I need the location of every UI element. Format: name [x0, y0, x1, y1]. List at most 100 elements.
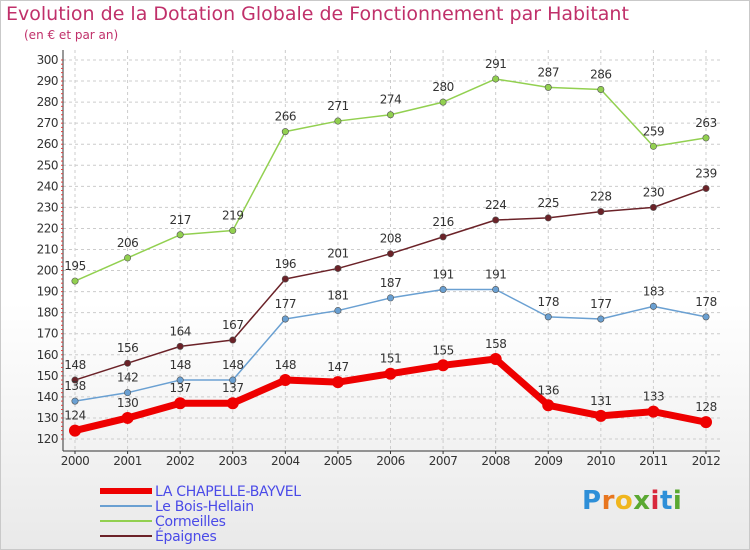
logo-letter: r [601, 486, 615, 516]
data-label: 191 [432, 268, 453, 282]
x-tick-label: 2000 [61, 454, 90, 468]
y-tick-label: 230 [37, 200, 58, 214]
data-label: 183 [643, 284, 664, 298]
chart-legend: LA CHAPELLE-BAYVEL Le Bois-Hellain Corme… [100, 484, 400, 545]
y-tick-label: 140 [37, 390, 58, 404]
data-label: 280 [432, 80, 453, 94]
logo-letter: t [659, 486, 673, 516]
data-label: 196 [275, 257, 296, 271]
data-label: 259 [643, 124, 664, 138]
data-label: 137 [222, 381, 243, 395]
data-point [649, 203, 657, 211]
data-point [649, 302, 657, 310]
data-point [281, 275, 289, 283]
data-point [124, 389, 132, 397]
data-point [700, 416, 712, 429]
data-point [281, 315, 289, 323]
legend-swatch [100, 535, 152, 537]
y-tick-label: 250 [37, 158, 58, 172]
data-point [229, 376, 237, 384]
x-tick-label: 2003 [218, 454, 247, 468]
data-label: 167 [222, 318, 243, 332]
data-point [544, 83, 552, 91]
data-label: 206 [117, 236, 138, 250]
data-point [702, 134, 710, 142]
data-point [229, 336, 237, 344]
data-label: 148 [275, 358, 296, 372]
data-point [334, 307, 342, 315]
x-tick-label: 2012 [692, 454, 721, 468]
data-label: 239 [695, 166, 716, 180]
data-label: 133 [643, 390, 664, 404]
data-point [597, 315, 605, 323]
proxiti-logo: Proxiti [582, 486, 682, 516]
data-label: 138 [64, 379, 85, 393]
data-label: 128 [695, 400, 716, 414]
data-label: 286 [590, 67, 611, 81]
y-tick-label: 210 [37, 243, 58, 257]
data-label: 263 [695, 116, 716, 130]
y-tick-label: 200 [37, 264, 58, 278]
logo-letter: o [614, 486, 634, 516]
legend-label: Le Bois-Hellain [155, 499, 254, 515]
legend-swatch [100, 520, 152, 522]
data-point [544, 313, 552, 321]
data-label: 217 [169, 213, 190, 227]
y-tick-label: 280 [37, 95, 58, 109]
data-point [71, 277, 79, 285]
y-tick-label: 300 [37, 53, 58, 67]
y-tick-label: 120 [37, 432, 58, 446]
data-point [597, 208, 605, 216]
data-point [489, 352, 502, 365]
x-tick-label: 2009 [534, 454, 563, 468]
legend-item-la-chapelle-bayvel: LA CHAPELLE-BAYVEL [100, 484, 400, 500]
y-tick-label: 290 [37, 74, 58, 88]
data-label: 142 [117, 371, 138, 385]
data-label: 230 [643, 185, 664, 199]
data-point [649, 142, 657, 150]
data-label: 164 [169, 324, 190, 338]
data-point [437, 359, 450, 372]
data-point [71, 397, 79, 405]
x-tick-label: 2011 [639, 454, 668, 468]
y-tick-label: 190 [37, 285, 58, 299]
data-point [384, 367, 397, 380]
legend-item-cormeilles: Cormeilles [100, 514, 400, 530]
legend-label: Cormeilles [155, 514, 226, 530]
data-label: 219 [222, 209, 243, 223]
data-point [702, 184, 710, 192]
data-point [386, 294, 394, 302]
y-tick-label: 260 [37, 137, 58, 151]
data-label: 187 [380, 276, 401, 290]
x-tick-label: 2008 [481, 454, 510, 468]
x-tick-label: 2006 [376, 454, 405, 468]
data-point [386, 111, 394, 119]
data-point [702, 313, 710, 321]
data-point [597, 85, 605, 93]
data-point [71, 376, 79, 384]
x-tick-label: 2001 [113, 454, 142, 468]
data-label: 177 [590, 297, 611, 311]
data-label: 156 [117, 341, 138, 355]
logo-letter: i [650, 486, 660, 516]
y-tick-label: 150 [37, 369, 58, 383]
legend-item-epaignes: Épaignes [100, 529, 400, 545]
data-point [69, 424, 81, 437]
x-tick-label: 2002 [166, 454, 195, 468]
data-label: 148 [169, 358, 190, 372]
legend-label: LA CHAPELLE-BAYVEL [155, 484, 301, 500]
data-point [174, 397, 187, 410]
data-label: 271 [327, 99, 348, 113]
data-point [386, 250, 394, 258]
y-tick-label: 170 [37, 327, 58, 341]
data-point [279, 374, 292, 387]
data-label: 274 [380, 93, 401, 107]
data-point [226, 397, 239, 410]
chart-subtitle: (en € et par an) [24, 28, 119, 42]
data-point [492, 286, 500, 294]
data-point [439, 286, 447, 294]
data-label: 287 [538, 65, 559, 79]
data-point [334, 264, 342, 272]
data-label: 178 [538, 295, 559, 309]
